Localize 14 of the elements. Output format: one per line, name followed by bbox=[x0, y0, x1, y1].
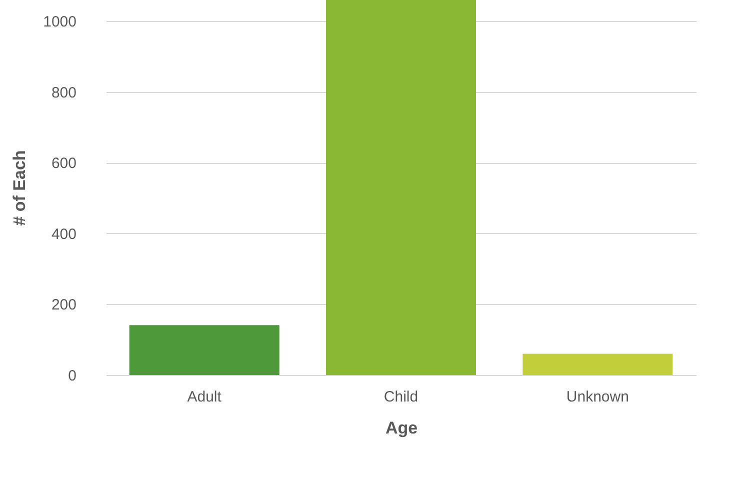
x-tick-label: Unknown bbox=[566, 388, 629, 406]
x-tick-label: Adult bbox=[187, 388, 222, 406]
y-tick-label: 1000 bbox=[43, 14, 76, 31]
bar bbox=[522, 354, 673, 375]
y-tick-label: 600 bbox=[51, 155, 76, 172]
y-tick-label: 200 bbox=[51, 296, 76, 314]
y-tick-label: 800 bbox=[51, 84, 76, 102]
y-tick-label: 0 bbox=[68, 368, 76, 384]
bar bbox=[129, 325, 280, 375]
x-tick-label: Child bbox=[384, 388, 418, 406]
x-axis-title: Age bbox=[385, 418, 418, 438]
y-tick-label: 400 bbox=[51, 226, 76, 243]
bar bbox=[326, 0, 476, 375]
y-axis-title: # of Each bbox=[10, 150, 30, 226]
